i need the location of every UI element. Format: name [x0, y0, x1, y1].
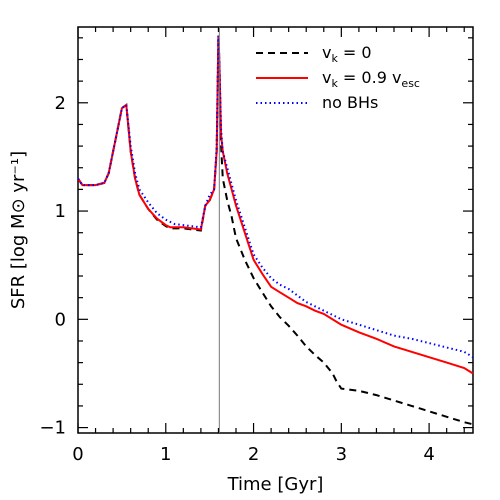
ticks-layer: 0 1 2 3 4 −1 0 1 2	[39, 27, 473, 465]
plot-frame	[77, 26, 474, 434]
series-line-0	[77, 35, 474, 426]
x-tick-label: 1	[160, 444, 171, 465]
y-tick-label: −1	[39, 418, 66, 439]
x-tick-label: 0	[72, 444, 83, 465]
x-tick-label: 2	[248, 444, 259, 465]
series-layer	[77, 35, 474, 426]
legend-label-1: vk = 0.9 vesc	[322, 68, 420, 90]
legend-label-0: vk = 0	[322, 43, 372, 65]
x-tick-label: 3	[336, 444, 347, 465]
plot-area: 0 1 2 3 4 −1 0 1 2	[39, 26, 474, 465]
y-tick-label: 2	[55, 93, 66, 114]
series-line-2	[77, 35, 474, 359]
y-axis-label: SFR [log M⊙ yr⁻¹]	[8, 151, 29, 309]
y-tick-label: 1	[55, 201, 66, 222]
x-tick-label: 4	[423, 444, 434, 465]
x-axis-label: Time [Gyr]	[227, 474, 324, 495]
legend: vk = 0 vk = 0.9 vesc no BHs	[256, 43, 420, 112]
y-tick-label: 0	[55, 309, 66, 330]
legend-label-2: no BHs	[322, 93, 378, 112]
